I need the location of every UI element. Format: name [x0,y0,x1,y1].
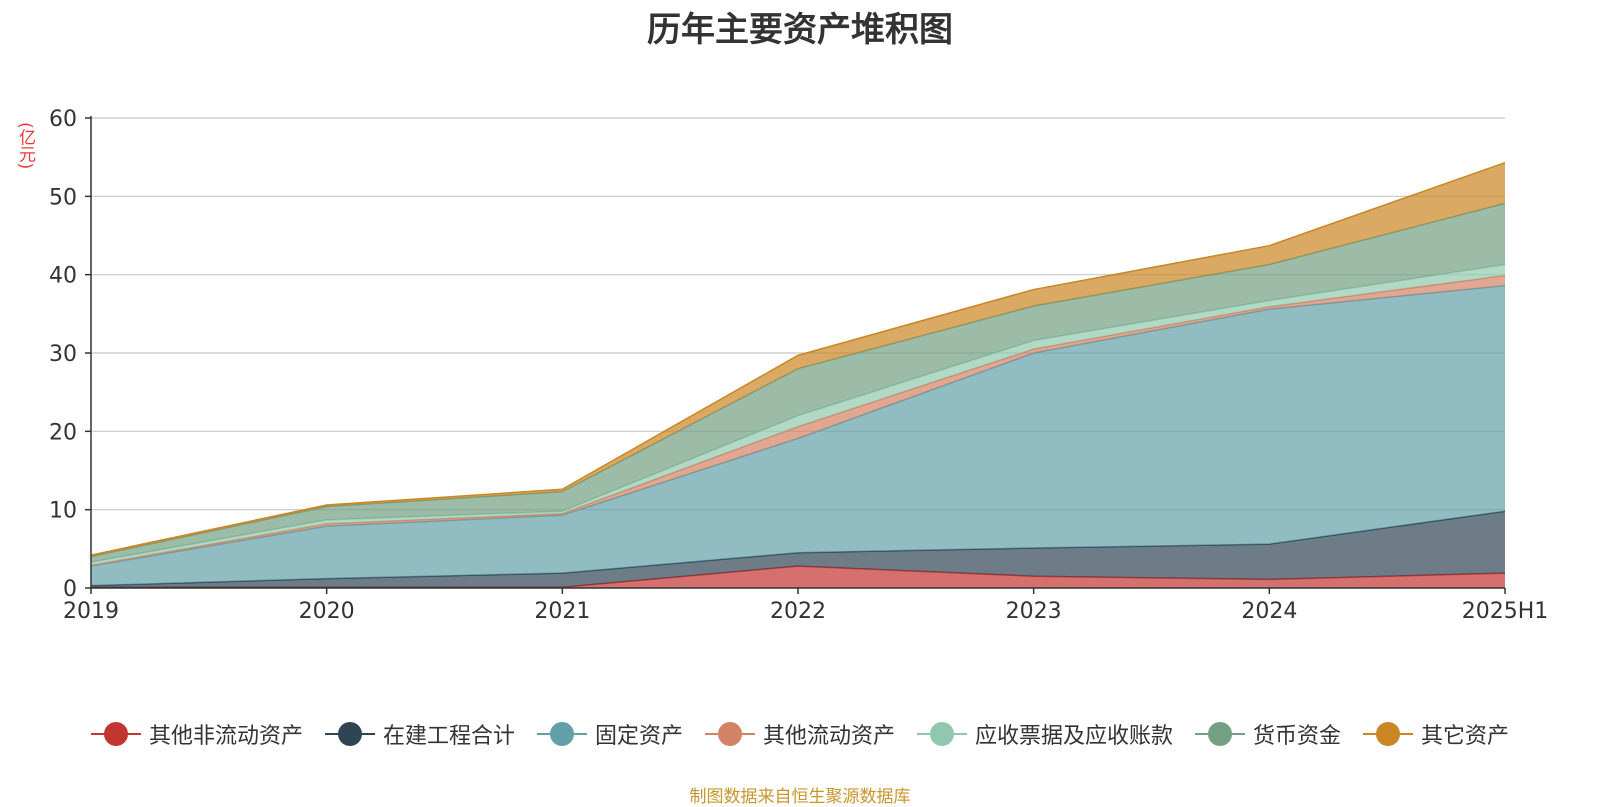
area-series-6 [91,162,1505,557]
x-tick-label: 2020 [299,599,355,624]
legend-item[interactable]: 其他流动资产 [704,718,895,750]
area-series-0 [91,566,1505,588]
legend-item[interactable]: 固定资产 [536,718,683,750]
y-tick-label: 0 [63,577,77,602]
legend-marker-icon [324,722,375,746]
x-tick-label: 2019 [63,599,119,624]
legend-label: 其他流动资产 [762,724,895,749]
legend-item[interactable]: 其他非流动资产 [90,718,303,750]
chart-title: 历年主要资产堆积图 [647,10,953,50]
legend-marker-icon [536,722,587,746]
legend-marker-icon [1363,722,1414,746]
legend-label: 固定资产 [594,724,683,749]
y-tick-label: 40 [49,264,77,289]
legend-item[interactable]: 其它资产 [1363,718,1509,750]
legend-item[interactable]: 在建工程合计 [324,718,515,750]
chart-legend: 其他非流动资产 在建工程合计 固定资产 其他流动资产 应收票据及应收账款 货币资金 其它资产 [0,718,1600,750]
legend-item[interactable]: 应收票据及应收账款 [917,718,1173,750]
legend-marker-icon [90,722,141,746]
x-tick-label: 2024 [1241,599,1297,624]
legend-label: 在建工程合计 [382,724,515,749]
legend-label: 货币资金 [1253,724,1342,749]
data-source-note: 制图数据来自恒生聚源数据库 [689,787,911,807]
area-series-2 [91,285,1505,586]
area-series-1 [91,511,1505,588]
x-tick-label: 2025H1 [1462,599,1549,624]
series-line-6 [90,161,1506,556]
y-axis-unit-label: (亿元) [15,122,35,170]
legend-marker-icon [1195,722,1246,746]
legend-label: 其它资产 [1421,724,1510,749]
y-tick-label: 50 [49,185,77,210]
y-tick-label: 30 [49,342,77,367]
x-tick-label: 2022 [770,599,826,624]
y-tick-label: 20 [49,420,77,445]
area-series-5 [91,203,1505,563]
y-tick-label: 60 [49,107,77,132]
legend-item[interactable]: 货币资金 [1195,718,1341,750]
x-tick-label: 2023 [1006,599,1062,624]
axes: 0 10 20 30 40 50 60 2019 2020 2021 2022 2023 2024 202… [49,107,1548,624]
legend-marker-icon [704,722,755,746]
y-tick-label: 10 [49,499,77,524]
x-tick-label: 2021 [534,599,590,624]
legend-label: 其他非流动资产 [148,724,303,749]
legend-marker-icon [917,722,967,746]
area-series [90,161,1506,588]
legend-label: 应收票据及应收账款 [975,724,1174,749]
